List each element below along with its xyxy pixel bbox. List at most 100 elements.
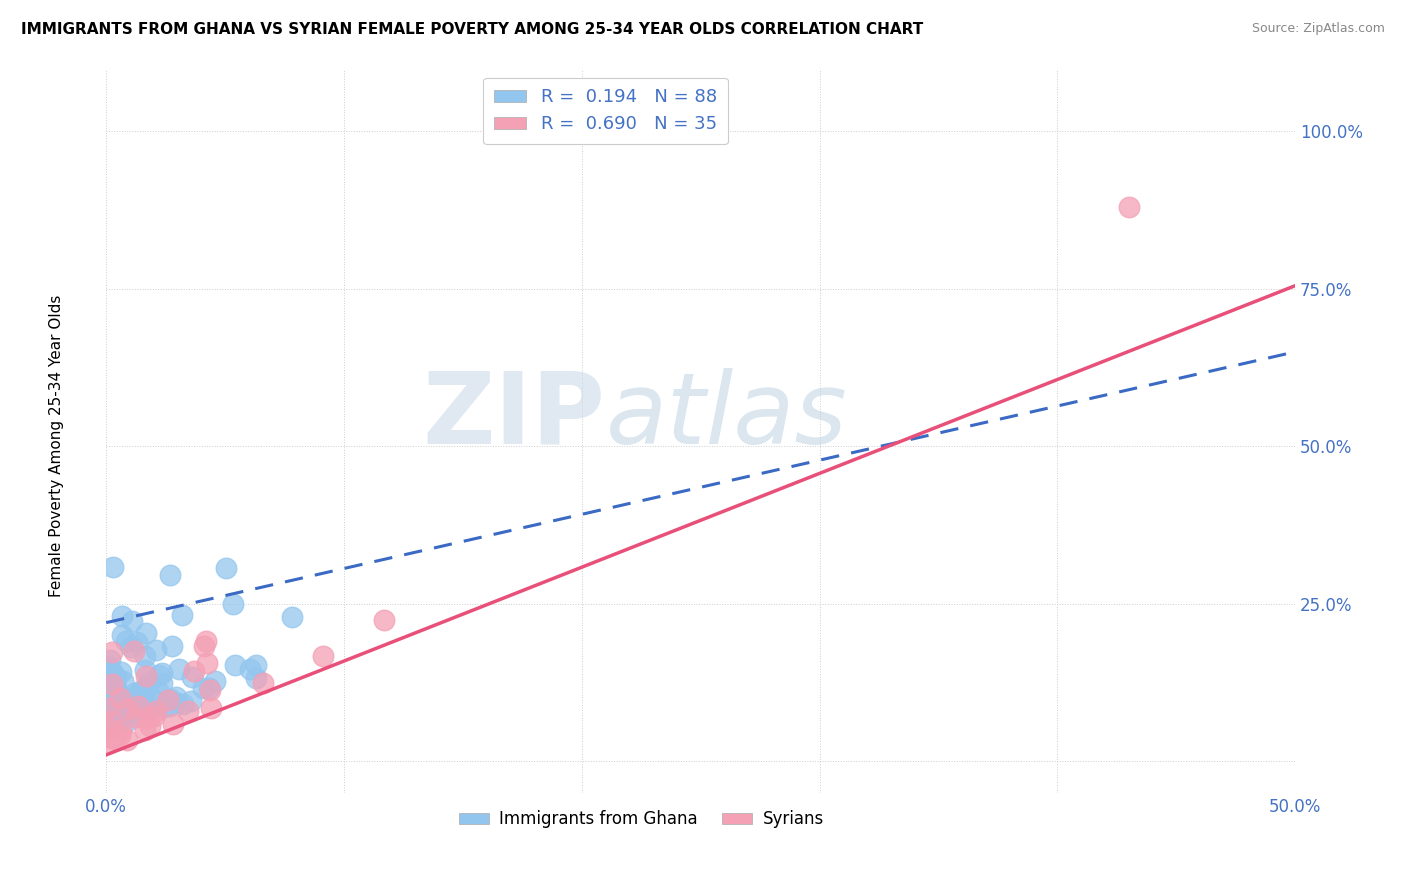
Point <box>101 677 124 691</box>
Point <box>170 608 193 623</box>
Point <box>181 670 204 684</box>
Point <box>104 718 127 732</box>
Point <box>120 695 142 709</box>
Point <box>104 681 127 696</box>
Point <box>104 673 127 688</box>
Point <box>1118 200 1140 214</box>
Point <box>110 690 132 705</box>
Point <box>105 681 128 696</box>
Point <box>195 634 218 648</box>
Point <box>103 666 125 681</box>
Point <box>148 668 170 682</box>
Point <box>98 653 121 667</box>
Legend: Immigrants from Ghana, Syrians: Immigrants from Ghana, Syrians <box>453 804 831 835</box>
Point <box>239 662 262 676</box>
Point <box>117 714 139 728</box>
Point <box>215 560 238 574</box>
Point <box>111 690 134 705</box>
Point <box>125 710 148 724</box>
Point <box>127 635 149 649</box>
Point <box>98 722 121 736</box>
Point <box>128 687 150 701</box>
Point <box>124 686 146 700</box>
Text: Source: ZipAtlas.com: Source: ZipAtlas.com <box>1251 22 1385 36</box>
Text: Female Poverty Among 25-34 Year Olds: Female Poverty Among 25-34 Year Olds <box>49 295 63 597</box>
Point <box>193 639 215 653</box>
Point <box>124 644 146 658</box>
Point <box>111 609 134 624</box>
Point <box>115 732 138 747</box>
Point <box>135 625 157 640</box>
Point <box>97 686 120 700</box>
Point <box>114 710 136 724</box>
Point <box>145 642 167 657</box>
Point <box>115 633 138 648</box>
Point <box>103 690 125 704</box>
Point <box>111 628 134 642</box>
Text: atlas: atlas <box>606 368 848 465</box>
Point <box>98 659 121 673</box>
Point <box>138 701 160 715</box>
Point <box>177 704 200 718</box>
Point <box>159 567 181 582</box>
Point <box>160 640 183 654</box>
Point <box>157 699 180 714</box>
Point <box>104 706 127 720</box>
Point <box>120 640 142 655</box>
Point <box>103 690 125 705</box>
Point <box>183 664 205 678</box>
Point <box>135 700 157 714</box>
Point <box>312 649 335 664</box>
Point <box>100 713 122 727</box>
Point <box>134 648 156 663</box>
Point <box>134 663 156 677</box>
Point <box>110 728 132 742</box>
Point <box>101 645 124 659</box>
Point <box>104 732 127 747</box>
Point <box>115 702 138 716</box>
Point <box>150 665 173 680</box>
Point <box>110 665 132 679</box>
Point <box>166 696 188 710</box>
Point <box>110 723 132 737</box>
Point <box>148 685 170 699</box>
Point <box>198 682 221 697</box>
Point <box>129 684 152 698</box>
Point <box>101 714 124 728</box>
Point <box>134 723 156 737</box>
Point <box>96 701 118 715</box>
Point <box>195 657 218 671</box>
Point <box>162 716 184 731</box>
Point <box>108 714 131 728</box>
Point <box>98 680 121 694</box>
Point <box>97 714 120 729</box>
Point <box>373 613 395 627</box>
Point <box>224 657 246 672</box>
Point <box>127 699 149 714</box>
Point <box>112 674 135 689</box>
Point <box>152 700 174 714</box>
Point <box>167 662 190 676</box>
Point <box>112 690 135 705</box>
Point <box>180 694 202 708</box>
Point <box>245 658 267 673</box>
Point <box>135 682 157 697</box>
Point <box>96 706 118 720</box>
Point <box>100 700 122 714</box>
Point <box>198 681 221 695</box>
Point <box>112 707 135 722</box>
Text: ZIP: ZIP <box>423 368 606 465</box>
Point <box>98 708 121 723</box>
Point <box>127 698 149 712</box>
Point <box>134 684 156 698</box>
Point <box>114 702 136 716</box>
Point <box>156 693 179 707</box>
Point <box>98 721 121 735</box>
Point <box>97 666 120 681</box>
Point <box>121 614 143 628</box>
Point <box>96 722 118 736</box>
Point <box>245 671 267 685</box>
Point <box>165 690 187 705</box>
Point <box>191 681 214 695</box>
Point <box>222 597 245 611</box>
